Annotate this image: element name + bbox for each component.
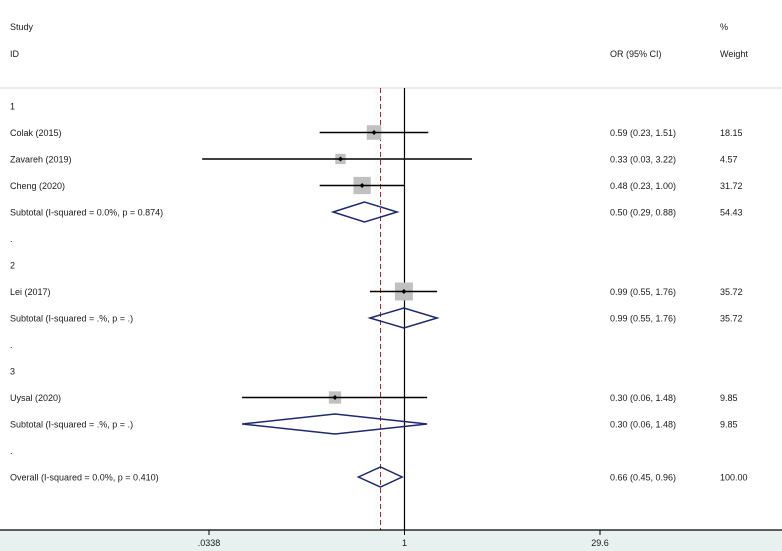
header-id: ID	[10, 49, 20, 59]
row-3-ci-text: 0.33 (0.03, 3.22)	[610, 155, 676, 165]
row-9-weight-text: 35.72	[720, 314, 743, 324]
row-2-weight-text: 18.15	[720, 128, 743, 138]
row-8-point-estimate	[401, 289, 407, 294]
row-1-label: 1	[10, 102, 15, 112]
header-study: Study	[10, 22, 34, 32]
row-13-weight-text: 9.85	[720, 420, 738, 430]
header-percent: %	[720, 22, 728, 32]
row-13-subtotal-diamond	[242, 413, 428, 435]
row-4-label: Cheng (2020)	[10, 181, 65, 191]
row-8-ci-text: 0.99 (0.55, 1.76)	[610, 287, 676, 297]
row-8-weight-text: 35.72	[720, 287, 743, 297]
row-6-label: .	[10, 234, 13, 244]
header-weight: Weight	[720, 49, 748, 59]
row-15-weight-text: 100.00	[720, 473, 748, 483]
x-tick-label-2: 1	[402, 538, 407, 548]
row-9-ci-text: 0.99 (0.55, 1.76)	[610, 314, 676, 324]
row-12-point-estimate	[332, 395, 338, 400]
row-5-weight-text: 54.43	[720, 208, 743, 218]
row-15-ci-text: 0.66 (0.45, 0.96)	[610, 473, 676, 483]
row-2-point-estimate	[371, 130, 377, 135]
row-4-ci-text: 0.48 (0.23, 1.00)	[610, 181, 676, 191]
x-tick-label-3: 29.6	[591, 538, 609, 548]
row-11-label: 3	[10, 367, 15, 377]
row-3-weight-text: 4.57	[720, 155, 738, 165]
row-4-weight-text: 31.72	[720, 181, 743, 191]
forest-labels: 1 Colak (2015) 0.59 (0.23, 1.51) 18.15 Zavar…	[10, 102, 748, 483]
axis-band	[0, 530, 782, 551]
row-2-label: Colak (2015)	[10, 128, 62, 138]
row-13-label: Subtotal (I-squared = .%, p = .)	[10, 420, 133, 430]
row-15-label: Overall (I-squared = 0.0%, p = 0.410)	[10, 473, 159, 483]
row-13-ci-text: 0.30 (0.06, 1.48)	[610, 420, 676, 430]
row-9-label: Subtotal (I-squared = .%, p = .)	[10, 314, 133, 324]
row-5-ci-text: 0.50 (0.29, 0.88)	[610, 208, 676, 218]
row-12-weight-text: 9.85	[720, 393, 738, 403]
row-3-label: Zavareh (2019)	[10, 155, 72, 165]
row-9-subtotal-diamond	[367, 307, 440, 329]
row-15-overall-diamond	[356, 466, 404, 488]
row-12-label: Uysal (2020)	[10, 393, 61, 403]
forest-marks	[202, 88, 472, 530]
row-10-label: .	[10, 340, 13, 350]
row-14-label: .	[10, 446, 13, 456]
row-2-ci-text: 0.59 (0.23, 1.51)	[610, 128, 676, 138]
header-or: OR (95% CI)	[610, 49, 662, 59]
row-3-point-estimate	[338, 156, 344, 162]
x-tick-label-1: .0338	[198, 538, 221, 548]
row-12-ci-text: 0.30 (0.06, 1.48)	[610, 393, 676, 403]
row-8-label: Lei (2017)	[10, 287, 51, 297]
x-axis: .0338 1 29.6	[0, 529, 782, 548]
row-5-subtotal-diamond	[330, 201, 400, 223]
row-7-label: 2	[10, 261, 15, 271]
row-5-label: Subtotal (I-squared = 0.0%, p = 0.874)	[10, 208, 163, 218]
row-4-point-estimate	[359, 183, 365, 188]
